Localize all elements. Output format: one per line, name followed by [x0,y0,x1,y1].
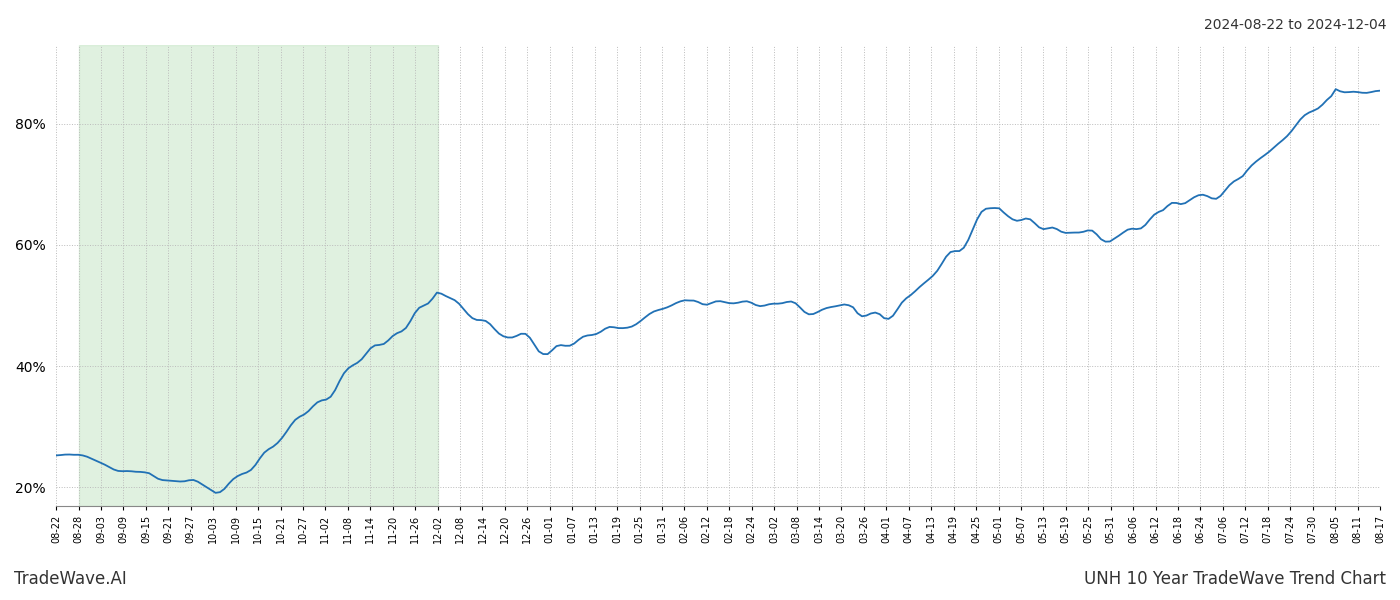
Text: UNH 10 Year TradeWave Trend Chart: UNH 10 Year TradeWave Trend Chart [1084,570,1386,588]
Text: 2024-08-22 to 2024-12-04: 2024-08-22 to 2024-12-04 [1204,18,1386,32]
Bar [78,45,438,506]
Text: TradeWave.AI: TradeWave.AI [14,570,127,588]
